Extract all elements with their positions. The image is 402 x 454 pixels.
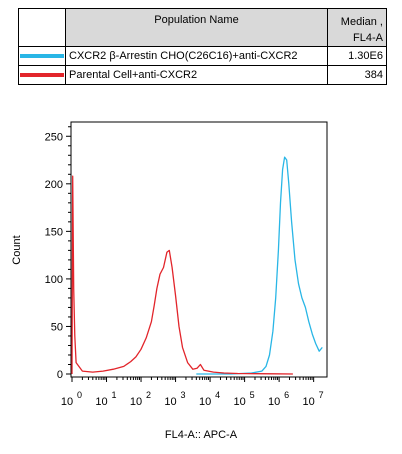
y-tick-label: 250 <box>45 131 63 143</box>
y-axis-label: Count <box>11 235 23 264</box>
y-axis: 0 50 100 150 200 250 <box>45 126 71 381</box>
legend-header-median: Median , FL4-A <box>327 8 387 47</box>
x-tick-label: 10 <box>95 396 107 408</box>
legend-median-value: 1.30E6 <box>327 46 387 66</box>
x-tick-exponent: 0 <box>77 390 82 400</box>
y-tick-label: 0 <box>57 369 63 381</box>
y-tick-label: 150 <box>45 226 63 238</box>
legend-population-name: Parental Cell+anti-CXCR2 <box>65 65 328 85</box>
x-axis-label: FL4-A:: APC-A <box>165 429 238 441</box>
legend-table: Population Name Median , FL4-A CXCR2 β-Ar… <box>18 8 387 85</box>
x-tick-exponent: 3 <box>181 390 186 400</box>
x-tick-exponent: 6 <box>284 390 289 400</box>
x-tick-label: 10 <box>268 396 280 408</box>
legend-row: Parental Cell+anti-CXCR2 384 <box>18 65 387 85</box>
series-parental-line <box>71 175 293 375</box>
legend-swatch-red <box>20 73 64 77</box>
legend-row: CXCR2 β-Arrestin CHO(C26C16)+anti-CXCR2 … <box>18 46 387 66</box>
x-tick-label: 10 <box>61 396 73 408</box>
series-layer <box>71 156 323 375</box>
series-cxcr2-line <box>196 156 323 375</box>
legend-header-median-line2: FL4-A <box>353 32 383 44</box>
x-tick-label: 10 <box>303 396 315 408</box>
y-tick-label: 50 <box>51 321 63 333</box>
x-tick-label: 10 <box>130 396 142 408</box>
legend-population-name: CXCR2 β-Arrestin CHO(C26C16)+anti-CXCR2 <box>65 46 328 66</box>
x-tick-exponent: 1 <box>112 390 117 400</box>
legend-swatch-cyan <box>20 54 64 58</box>
y-tick-label: 200 <box>45 179 63 191</box>
x-tick-exponent: 2 <box>146 390 151 400</box>
x-tick-label: 10 <box>233 396 245 408</box>
x-tick-label: 10 <box>199 396 211 408</box>
x-tick-label: 10 <box>164 396 176 408</box>
plot-frame <box>70 121 328 378</box>
x-axis: 10 0 10 1 10 2 10 3 10 4 10 5 10 6 10 7 <box>61 377 324 408</box>
legend-median-value: 384 <box>327 65 387 85</box>
legend-header-blank <box>18 8 66 47</box>
y-tick-label: 100 <box>45 274 63 286</box>
x-tick-exponent: 5 <box>250 390 255 400</box>
legend-header-median-line1: Median , <box>340 16 383 28</box>
x-tick-exponent: 7 <box>319 390 324 400</box>
x-tick-exponent: 4 <box>215 390 220 400</box>
